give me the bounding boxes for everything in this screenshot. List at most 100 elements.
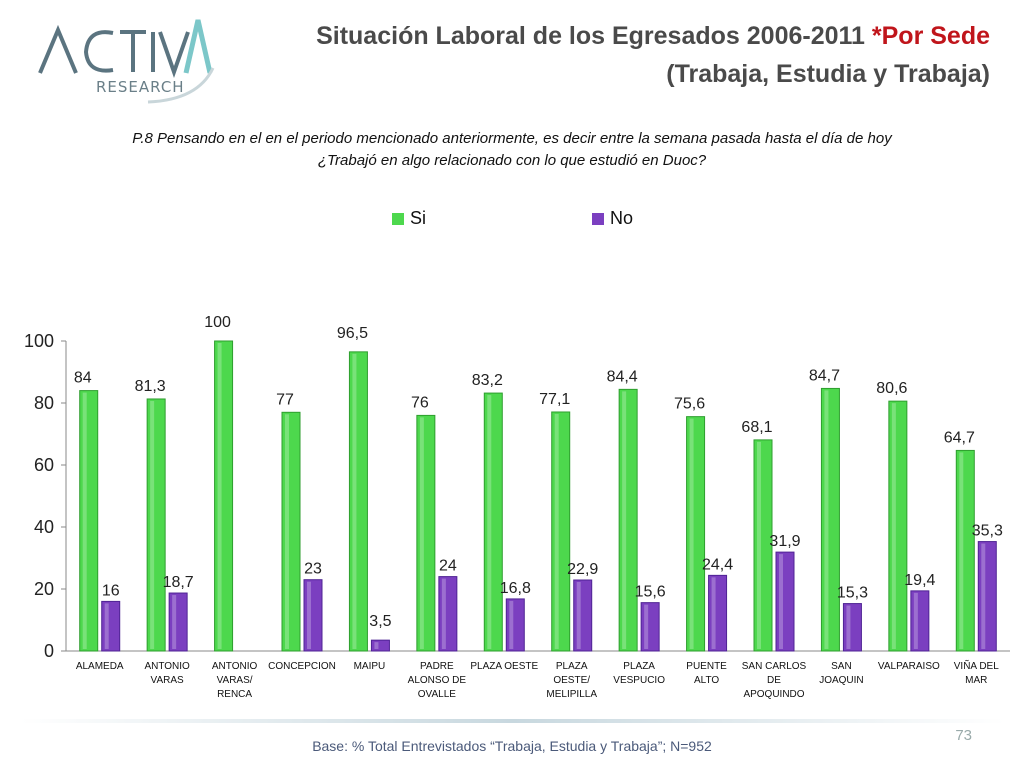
- legend-label-si: Si: [410, 208, 427, 228]
- bar-no: [573, 579, 593, 652]
- title-main: Situación Laboral de los Egresados 2006-…: [316, 22, 865, 50]
- bar-highlight: [824, 390, 829, 649]
- bar-si: [551, 411, 571, 652]
- x-tick-label: OESTE/: [553, 675, 590, 686]
- data-label-no: 15,6: [635, 584, 666, 601]
- bar-highlight: [150, 400, 155, 649]
- legend-item-no: No: [592, 208, 633, 229]
- bar-no: [977, 541, 997, 652]
- x-tick-label: MAIPU: [354, 661, 386, 672]
- x-tick-label: PUENTE: [686, 661, 727, 672]
- bar-no: [370, 639, 390, 652]
- x-tick-label: CONCEPCION: [268, 661, 336, 672]
- data-label-si: 77: [276, 391, 294, 408]
- x-tick-label: OVALLE: [418, 689, 456, 700]
- data-label-si: 84,4: [607, 368, 638, 385]
- legend-swatch-no: [592, 212, 604, 225]
- data-label-si: 75,6: [674, 396, 705, 413]
- x-tick-label: SAN CARLOS: [742, 661, 807, 672]
- x-tick-label: ANTONIO: [212, 661, 258, 672]
- question-line-1: P.8 Pensando en el en el periodo mencion…: [132, 130, 892, 147]
- logo-subtext: RESEARCH: [96, 78, 185, 96]
- bar-no: [438, 576, 458, 652]
- x-tick-label: PLAZA OESTE: [470, 661, 538, 672]
- x-tick-label: ANTONIO: [144, 661, 190, 672]
- data-label-si: 68,1: [741, 419, 772, 436]
- data-label-no: 16,8: [500, 580, 531, 597]
- data-label-no: 24,4: [702, 556, 733, 573]
- bar-si: [955, 449, 975, 652]
- bar-si: [483, 392, 503, 652]
- bar-si: [618, 388, 638, 652]
- bar-highlight: [644, 604, 649, 649]
- survey-question: P.8 Pensando en el en el periodo mencion…: [0, 128, 1024, 172]
- x-tick-label: PADRE: [420, 661, 454, 672]
- y-tick-label: 20: [34, 579, 54, 599]
- bar-si: [146, 398, 166, 652]
- bar-highlight: [285, 414, 289, 649]
- data-label-si: 81,3: [135, 378, 166, 395]
- bar-si: [888, 400, 908, 652]
- x-tick-label: APOQUINDO: [743, 689, 804, 700]
- data-label-no: 24: [439, 558, 457, 575]
- bar-highlight: [82, 392, 87, 649]
- data-label-si: 83,2: [472, 372, 503, 389]
- data-label-no: 19,4: [904, 572, 935, 589]
- data-label-no: 23: [304, 561, 322, 578]
- legend-label-no: No: [610, 208, 634, 228]
- x-tick-label: JOAQUIN: [819, 675, 863, 686]
- bar-no: [101, 600, 121, 652]
- data-label-no: 3,5: [369, 613, 391, 630]
- bar-highlight: [487, 395, 492, 649]
- bar-no: [505, 598, 525, 652]
- legend-swatch-si: [392, 212, 404, 225]
- data-label-si: 64,7: [944, 429, 975, 446]
- x-tick-label: VALPARAISO: [878, 661, 940, 672]
- bar-no: [775, 551, 795, 652]
- bar-no: [842, 603, 862, 652]
- bar-chart: 0 20 40 60 80 100 84 16 ALAMEDA 81,3 18,7 ANTONIO VA…: [24, 314, 1010, 700]
- page-title: Situación Laboral de los Egresados 2006-…: [316, 22, 990, 51]
- bar-si: [416, 414, 436, 652]
- x-tick-label: SAN: [831, 661, 852, 672]
- data-label-si: 84,7: [809, 367, 840, 384]
- data-label-no: 16: [102, 582, 120, 599]
- bottom-divider: [20, 719, 1005, 723]
- x-tick-label: RENCA: [217, 689, 252, 700]
- data-label-si: 77,1: [539, 391, 570, 408]
- x-tick-label: PLAZA: [556, 661, 588, 672]
- bar-si: [686, 416, 706, 652]
- y-tick-label: 40: [34, 517, 54, 537]
- bar-si: [753, 439, 773, 652]
- bar-highlight: [307, 581, 311, 649]
- activa-research-logo: [28, 8, 228, 108]
- bar-highlight: [441, 578, 446, 649]
- bar-highlight: [217, 343, 222, 649]
- data-label-no: 35,3: [972, 523, 1003, 540]
- x-tick-label: ALTO: [694, 675, 719, 686]
- bar-highlight: [846, 605, 851, 649]
- data-label-no: 15,3: [837, 585, 868, 602]
- data-label-no: 22,9: [567, 561, 598, 578]
- bar-highlight: [172, 595, 177, 649]
- bar-highlight: [104, 603, 109, 649]
- bar-no: [168, 592, 188, 652]
- bar-si: [79, 390, 99, 652]
- bar-si: [214, 340, 234, 652]
- legend-item-si: Si: [392, 208, 426, 229]
- data-label-si: 84: [74, 370, 92, 387]
- bar-highlight: [959, 452, 964, 649]
- bar-highlight: [757, 441, 761, 649]
- page-number: 73: [955, 727, 972, 744]
- bar-highlight: [622, 391, 627, 649]
- bar-no: [708, 574, 728, 652]
- x-tick-label: MELIPILLA: [546, 689, 597, 700]
- bar-si: [820, 387, 840, 652]
- data-label-si: 96,5: [337, 325, 368, 342]
- bar-highlight: [981, 543, 986, 649]
- bar-highlight: [352, 353, 357, 649]
- page-subtitle: (Trabaja, Estudia y Trabaja): [666, 60, 990, 88]
- x-tick-label: PLAZA: [623, 661, 655, 672]
- y-tick-label: 60: [34, 455, 54, 475]
- question-line-2: ¿Trabajó en algo relacionado con lo que …: [317, 152, 707, 169]
